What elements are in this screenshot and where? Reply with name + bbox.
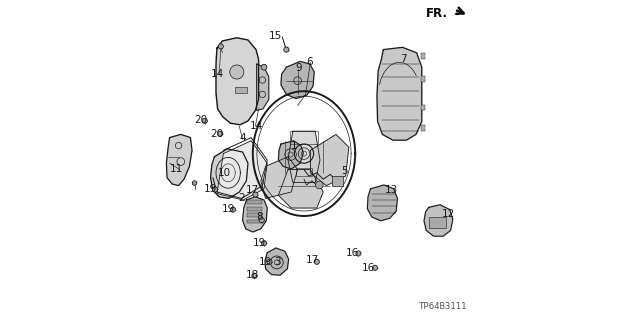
Text: 11: 11 — [170, 164, 183, 174]
Circle shape — [192, 181, 197, 185]
Text: FR.: FR. — [426, 7, 448, 20]
Circle shape — [372, 265, 378, 270]
Text: 10: 10 — [218, 168, 230, 179]
Polygon shape — [166, 134, 192, 186]
Bar — [421, 105, 425, 110]
Circle shape — [218, 44, 223, 49]
Text: 3: 3 — [275, 257, 281, 268]
Text: 15: 15 — [269, 31, 282, 41]
Text: 1: 1 — [291, 140, 297, 151]
Polygon shape — [310, 134, 349, 186]
Bar — [421, 125, 425, 131]
Circle shape — [356, 251, 361, 256]
Bar — [247, 213, 262, 217]
Polygon shape — [211, 149, 248, 198]
Circle shape — [230, 65, 244, 79]
Bar — [296, 168, 312, 176]
Polygon shape — [288, 131, 320, 182]
Text: 9: 9 — [295, 63, 301, 73]
Polygon shape — [216, 38, 259, 125]
Text: 20: 20 — [211, 129, 223, 139]
Circle shape — [253, 192, 258, 197]
Text: 18: 18 — [246, 269, 259, 280]
Circle shape — [218, 131, 223, 136]
Text: 16: 16 — [346, 248, 358, 258]
Bar — [247, 207, 262, 211]
Text: 4: 4 — [239, 133, 246, 143]
Circle shape — [262, 241, 267, 246]
Text: 17: 17 — [246, 185, 259, 196]
Text: 19: 19 — [222, 204, 236, 214]
Polygon shape — [367, 185, 397, 221]
Circle shape — [316, 181, 323, 189]
Circle shape — [261, 64, 267, 70]
Text: 20: 20 — [195, 115, 207, 125]
Text: 13: 13 — [385, 185, 397, 196]
Text: 2: 2 — [238, 193, 245, 203]
Text: 14: 14 — [211, 69, 223, 79]
Polygon shape — [377, 47, 422, 140]
Bar — [429, 217, 447, 228]
Text: 19: 19 — [259, 257, 271, 267]
Polygon shape — [265, 248, 289, 275]
Polygon shape — [278, 141, 303, 169]
Circle shape — [230, 207, 236, 212]
Polygon shape — [261, 157, 298, 198]
Polygon shape — [257, 64, 269, 110]
Bar — [247, 220, 262, 223]
Text: 19: 19 — [204, 184, 217, 194]
Polygon shape — [217, 141, 268, 200]
Circle shape — [267, 259, 272, 264]
Text: 14: 14 — [250, 121, 262, 132]
Text: 19: 19 — [253, 237, 266, 248]
Bar — [421, 53, 425, 59]
Bar — [332, 176, 344, 186]
Bar — [290, 131, 319, 144]
Circle shape — [314, 259, 319, 264]
Bar — [421, 76, 425, 82]
Bar — [247, 200, 262, 204]
Text: 5: 5 — [340, 165, 348, 176]
Bar — [236, 87, 247, 93]
Text: 17: 17 — [305, 255, 319, 265]
Text: 16: 16 — [362, 263, 375, 273]
Text: 12: 12 — [442, 209, 454, 219]
Text: 8: 8 — [256, 212, 262, 222]
Circle shape — [284, 47, 289, 52]
Polygon shape — [243, 197, 268, 232]
Polygon shape — [278, 170, 323, 208]
Circle shape — [252, 273, 257, 278]
Text: TP64B3111: TP64B3111 — [419, 302, 467, 311]
Text: 6: 6 — [307, 57, 313, 68]
Polygon shape — [281, 61, 314, 99]
Circle shape — [259, 218, 264, 223]
Circle shape — [202, 118, 207, 124]
Circle shape — [212, 187, 218, 192]
Text: 7: 7 — [401, 54, 407, 64]
Polygon shape — [424, 205, 453, 236]
